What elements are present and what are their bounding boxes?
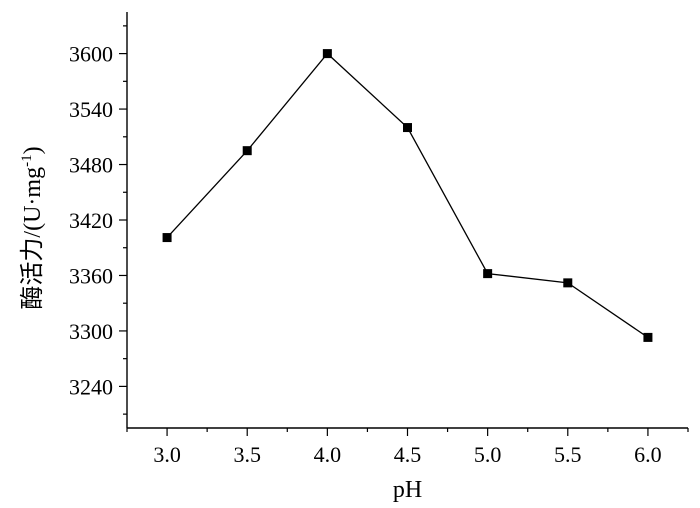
x-tick-label: 3.5 bbox=[233, 442, 261, 467]
y-axis-ticks: 3240 3300 3360 3420 3480 3540 3600 bbox=[69, 25, 127, 415]
x-tick-label: 3.0 bbox=[153, 442, 181, 467]
y-axis-title-main: 酶活力/(U·mg bbox=[19, 167, 46, 310]
x-tick-label: 4.0 bbox=[314, 442, 342, 467]
data-point-marker bbox=[242, 146, 252, 156]
x-tick-label: 4.5 bbox=[394, 442, 422, 467]
data-series bbox=[162, 49, 653, 342]
x-axis-title: pH bbox=[393, 477, 422, 503]
series-line bbox=[166, 52, 649, 338]
y-tick-label: 3540 bbox=[69, 97, 113, 122]
data-point-marker bbox=[403, 123, 412, 133]
chart-axes bbox=[126, 12, 688, 429]
y-tick-label: 3600 bbox=[69, 42, 113, 67]
x-tick-label: 5.5 bbox=[554, 442, 582, 467]
data-point-marker bbox=[322, 49, 332, 59]
data-point-marker bbox=[643, 332, 653, 342]
y-axis-title: 酶活力/(U·mg-1) bbox=[19, 146, 46, 309]
data-point-marker bbox=[563, 278, 573, 288]
data-point-marker bbox=[483, 269, 493, 279]
y-tick-label: 3300 bbox=[69, 319, 113, 344]
x-tick-label: 6.0 bbox=[634, 442, 662, 467]
x-axis-ticks: 3.0 3.5 4.0 4.5 5.0 5.5 6.0 bbox=[126, 428, 689, 467]
y-tick-label: 3480 bbox=[69, 153, 113, 178]
data-point-marker bbox=[162, 233, 172, 243]
y-tick-label: 3240 bbox=[69, 374, 113, 399]
y-tick-label: 3360 bbox=[69, 263, 113, 288]
x-tick-label: 5.0 bbox=[474, 442, 502, 467]
y-tick-label: 3420 bbox=[69, 208, 113, 233]
y-axis-title-superscript: -1 bbox=[19, 154, 35, 167]
y-axis-title-close: ) bbox=[20, 146, 46, 154]
